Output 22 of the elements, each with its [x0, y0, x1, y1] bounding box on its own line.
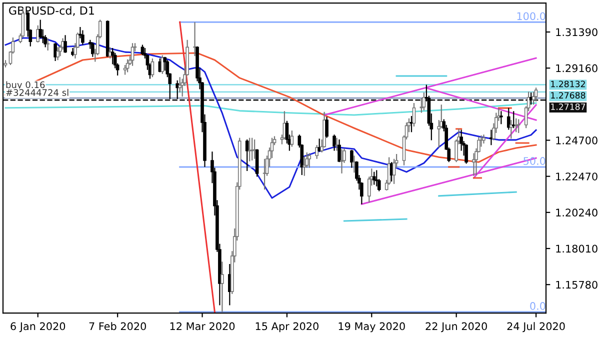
x-tick-label: 12 Mar 2020 [170, 322, 235, 330]
y-tick-label: 1.15780 [556, 280, 598, 289]
x-tick-label: 24 Jul 2020 [507, 322, 565, 332]
x-tick-label: 22 Jun 2020 [426, 322, 487, 332]
annotation: 100.0 [517, 12, 546, 20]
x-tick-label: 15 Apr 2020 [256, 322, 318, 332]
ref-line-label: 1.27688 [551, 92, 586, 99]
y-tick-label: 1.29160 [556, 64, 598, 72]
x-tick-label: 6 Jan 2020 [10, 322, 66, 332]
y-tick-label: 1.31390 [556, 28, 598, 36]
y-tick-label: 1.24700 [556, 136, 598, 144]
y-tick-label: 1.20240 [556, 208, 598, 217]
annotation: 0.0 [530, 302, 546, 310]
chart-title: GBPUSD-cd, D1 [9, 6, 94, 16]
y-tick-label: 1.18010 [556, 244, 598, 253]
annotation: #32444724 sl [6, 88, 68, 96]
y-tick-label: 1.22470 [556, 172, 598, 180]
ref-line-label: 1.28132 [551, 80, 585, 88]
x-tick-label: 7 Feb 2020 [89, 322, 146, 330]
annotation: 50.0 [524, 157, 546, 165]
x-tick-label: 19 May 2020 [338, 322, 405, 332]
ref-line-label: 1.27187 [551, 103, 586, 110]
